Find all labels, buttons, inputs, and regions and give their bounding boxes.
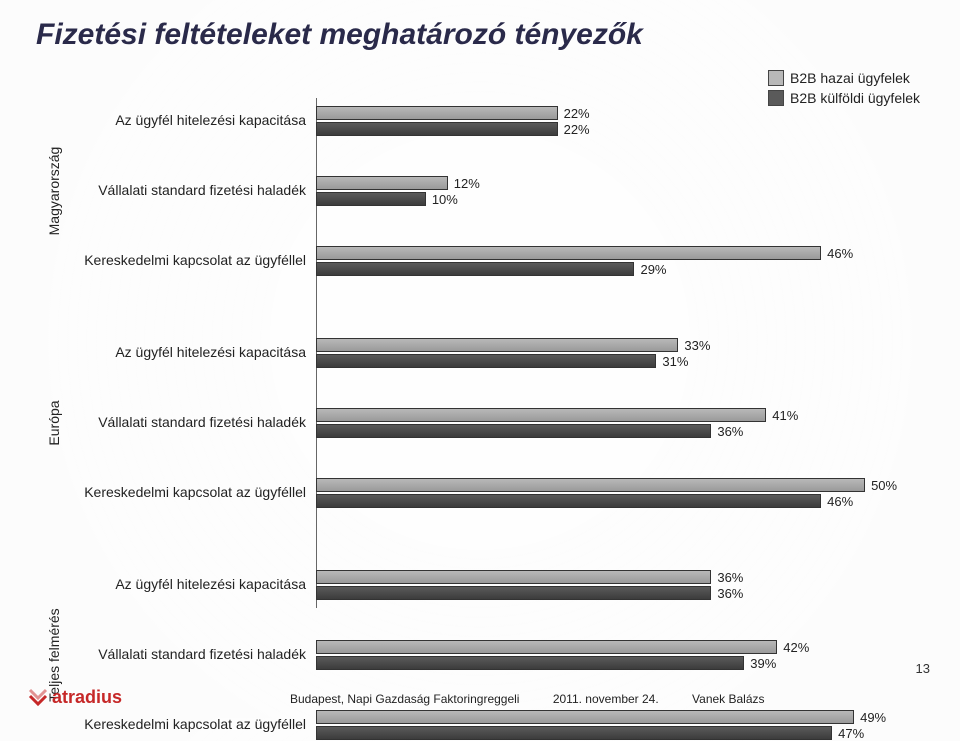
bar-value: 47%	[838, 726, 864, 741]
bar-domestic	[316, 106, 558, 120]
group-label: Európa	[46, 338, 62, 508]
bar-foreign	[316, 192, 426, 206]
chevron-icon	[28, 688, 48, 708]
category-label: Az ügyfél hitelezési kapacitása	[66, 112, 306, 128]
footer-location: Budapest, Napi Gazdaság Faktoringreggeli	[290, 692, 519, 706]
category-label: Kereskedelmi kapcsolat az ügyféllel	[66, 252, 306, 268]
page-number: 13	[916, 661, 930, 676]
bar-domestic	[316, 570, 711, 584]
category-label: Kereskedelmi kapcsolat az ügyféllel	[66, 716, 306, 732]
footer-author: Vanek Balázs	[692, 692, 765, 706]
bar-value: 12%	[454, 176, 480, 191]
footer: atradius Budapest, Napi Gazdaság Faktori…	[0, 678, 960, 718]
footer-date: 2011. november 24.	[553, 692, 659, 706]
footer-line: Budapest, Napi Gazdaság Faktoringreggeli…	[290, 692, 795, 706]
bar-value: 46%	[827, 494, 853, 509]
bar-foreign	[316, 424, 711, 438]
bar-value: 31%	[662, 354, 688, 369]
legend-label-domestic: B2B hazai ügyfelek	[790, 70, 910, 86]
category-label: Az ügyfél hitelezési kapacitása	[66, 344, 306, 360]
bar-value: 33%	[684, 338, 710, 353]
bar-foreign	[316, 354, 656, 368]
page-title: Fizetési feltételeket meghatározó tényez…	[36, 18, 643, 52]
bar-domestic	[316, 640, 777, 654]
category-label: Az ügyfél hitelezési kapacitása	[66, 576, 306, 592]
bar-chart: Az ügyfél hitelezési kapacitása 22%22% Vál…	[38, 98, 922, 618]
bar-foreign	[316, 726, 832, 740]
bar-value: 36%	[717, 424, 743, 439]
bar-value: 50%	[871, 478, 897, 493]
legend-swatch-domestic	[768, 70, 784, 86]
bar-foreign	[316, 656, 744, 670]
bar-value: 42%	[783, 640, 809, 655]
bar-value: 41%	[772, 408, 798, 423]
bar-foreign	[316, 494, 821, 508]
bar-value: 46%	[827, 246, 853, 261]
bar-domestic	[316, 338, 678, 352]
bar-foreign	[316, 262, 634, 276]
category-label: Vállalati standard fizetési haladék	[66, 182, 306, 198]
bar-value: 29%	[640, 262, 666, 277]
legend-item-domestic: B2B hazai ügyfelek	[768, 70, 920, 86]
bar-domestic	[316, 246, 821, 260]
y-axis-line	[316, 98, 317, 608]
group-label: Magyarország	[46, 106, 62, 276]
bar-foreign	[316, 122, 558, 136]
brand-logo: atradius	[28, 687, 122, 708]
bar-domestic	[316, 478, 865, 492]
bar-value: 22%	[564, 106, 590, 121]
brand-text: atradius	[52, 687, 122, 708]
bar-value: 36%	[717, 570, 743, 585]
bar-domestic	[316, 176, 448, 190]
category-label: Vállalati standard fizetési haladék	[66, 414, 306, 430]
bar-domestic	[316, 408, 766, 422]
category-label: Kereskedelmi kapcsolat az ügyféllel	[66, 484, 306, 500]
bar-foreign	[316, 586, 711, 600]
bar-value: 36%	[717, 586, 743, 601]
bar-value: 10%	[432, 192, 458, 207]
bar-value: 39%	[750, 656, 776, 671]
bar-value: 22%	[564, 122, 590, 137]
category-label: Vállalati standard fizetési haladék	[66, 646, 306, 662]
